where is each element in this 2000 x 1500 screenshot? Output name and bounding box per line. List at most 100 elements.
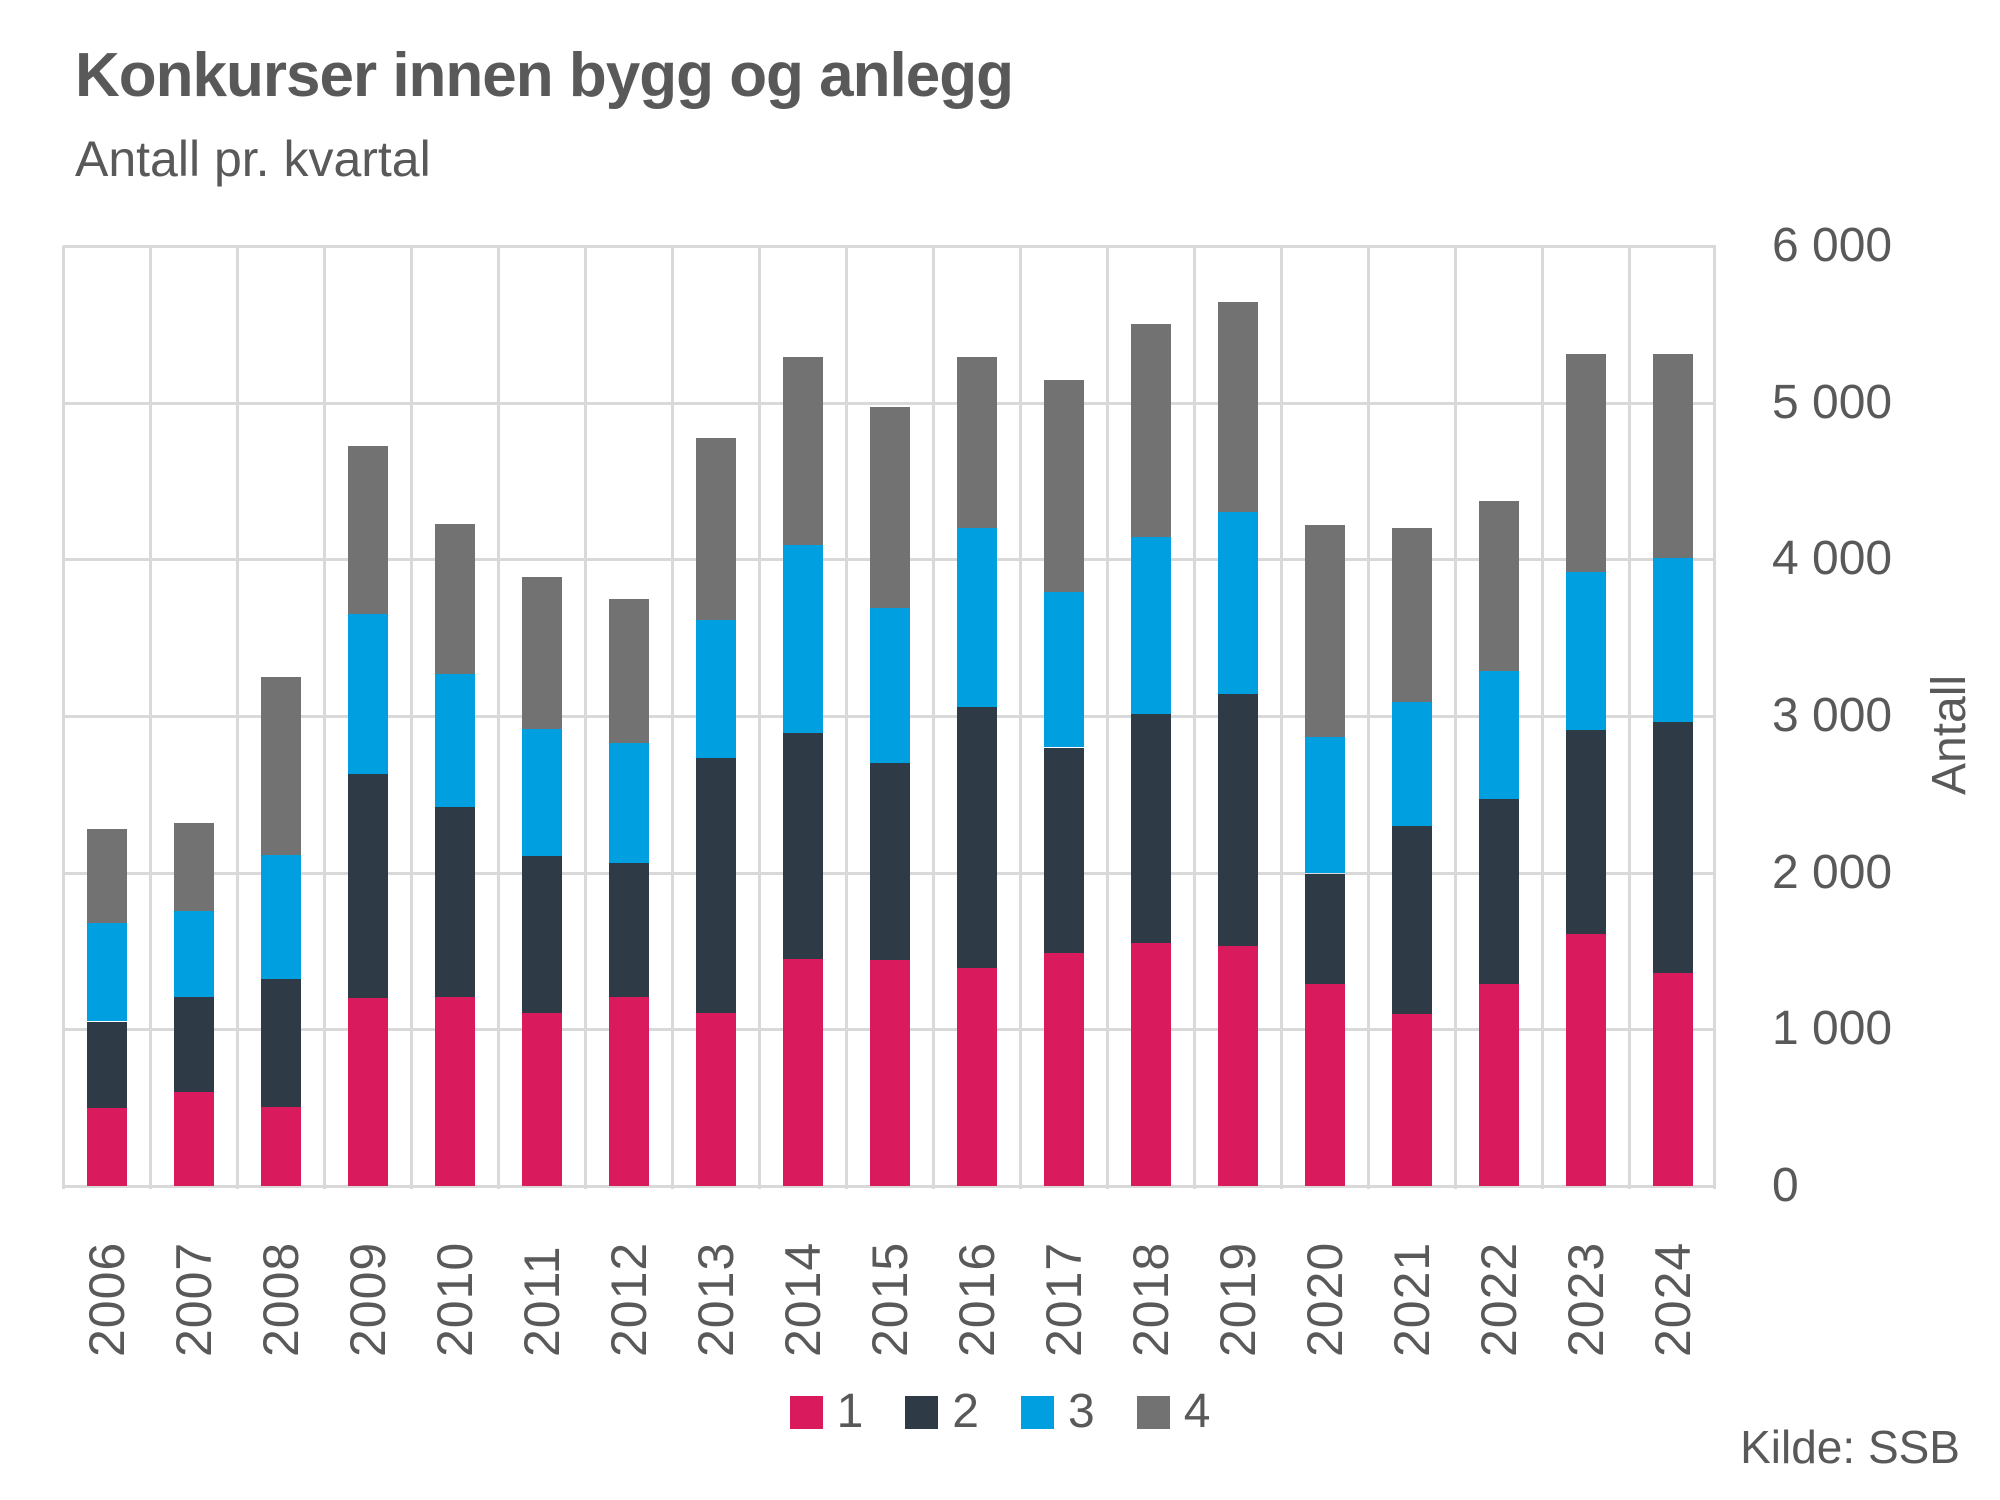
x-tick-label: 2013 bbox=[688, 1241, 744, 1357]
x-tick-label: 2017 bbox=[1036, 1241, 1092, 1357]
bar-segment-2018-q1 bbox=[1131, 943, 1171, 1186]
bar-segment-2021-q3 bbox=[1392, 702, 1432, 826]
bar-segment-2012-q3 bbox=[609, 742, 649, 863]
x-tick-label: 2019 bbox=[1210, 1241, 1266, 1357]
bar-segment-2015-q2 bbox=[870, 763, 910, 960]
bar-segment-2007-q3 bbox=[174, 911, 214, 997]
bar-segment-2023-q4 bbox=[1566, 354, 1606, 572]
x-axis-tick-labels: 2006 2007 2008 2009 2010 2011 2012 2013 2014 2015… bbox=[63, 1192, 1716, 1367]
bar-segment-2014-q4 bbox=[783, 357, 823, 545]
bar-segment-2016-q2 bbox=[957, 706, 997, 968]
y-axis-tick-labels: 6 000 5 000 4 000 3 000 2 000 1 000 0 bbox=[1772, 221, 1972, 1211]
x-tick-label: 2008 bbox=[253, 1241, 309, 1357]
x-tick-label: 2009 bbox=[340, 1241, 396, 1357]
x-tick-label: 2016 bbox=[949, 1241, 1005, 1357]
gridline-horizontal bbox=[63, 245, 1716, 248]
bar-segment-2018-q4 bbox=[1131, 324, 1171, 537]
bar-segment-2019-q4 bbox=[1218, 302, 1258, 512]
x-tick-label: 2018 bbox=[1123, 1241, 1179, 1357]
gridline-vertical bbox=[758, 246, 761, 1189]
gridline-vertical bbox=[62, 246, 65, 1189]
legend-label-2: 2 bbox=[952, 1385, 979, 1438]
bar-segment-2012-q2 bbox=[609, 863, 649, 997]
bar-segment-2007-q1 bbox=[174, 1092, 214, 1186]
bar-segment-2014-q3 bbox=[783, 545, 823, 733]
x-tick-label: 2010 bbox=[427, 1241, 483, 1357]
bar-segment-2018-q2 bbox=[1131, 714, 1171, 943]
bar-segment-2014-q2 bbox=[783, 733, 823, 959]
gridline-vertical bbox=[323, 246, 326, 1189]
bar-segment-2017-q1 bbox=[1044, 953, 1084, 1186]
bar-segment-2010-q1 bbox=[435, 997, 475, 1186]
bar-segment-2024-q2 bbox=[1653, 722, 1693, 973]
x-tick-label: 2007 bbox=[166, 1241, 222, 1357]
gridline-horizontal bbox=[63, 1185, 1716, 1188]
bar-segment-2017-q4 bbox=[1044, 380, 1084, 592]
bar-segment-2006-q3 bbox=[87, 922, 127, 1021]
legend: 1 2 3 4 bbox=[0, 1385, 2000, 1438]
bar-segment-2016-q3 bbox=[957, 528, 997, 707]
gridline-vertical bbox=[1280, 246, 1283, 1189]
bar-segment-2010-q3 bbox=[435, 674, 475, 807]
gridline-vertical bbox=[236, 246, 239, 1189]
legend-swatch-4 bbox=[1136, 1395, 1170, 1429]
gridline-vertical bbox=[845, 246, 848, 1189]
bar-segment-2009-q2 bbox=[348, 774, 388, 998]
legend-item-1: 1 bbox=[789, 1385, 864, 1438]
y-tick-label: 1 000 bbox=[1772, 1002, 1893, 1055]
x-tick-label: 2020 bbox=[1297, 1241, 1353, 1357]
legend-item-4: 4 bbox=[1136, 1388, 1210, 1436]
bar-segment-2020-q3 bbox=[1305, 737, 1345, 873]
bar-segment-2008-q3 bbox=[261, 855, 301, 979]
gridline-vertical bbox=[1367, 246, 1370, 1189]
x-tick-label: 2012 bbox=[601, 1241, 657, 1357]
bar-segment-2023-q2 bbox=[1566, 730, 1606, 934]
bar-segment-2022-q2 bbox=[1479, 799, 1519, 984]
bar-segment-2017-q3 bbox=[1044, 592, 1084, 747]
bar-segment-2011-q2 bbox=[522, 856, 562, 1013]
x-tick-label: 2015 bbox=[862, 1241, 918, 1357]
x-tick-label: 2011 bbox=[514, 1245, 570, 1357]
bar-segment-2018-q3 bbox=[1131, 537, 1171, 714]
x-tick-label: 2024 bbox=[1645, 1241, 1701, 1357]
gridline-vertical bbox=[410, 246, 413, 1189]
bar-segment-2015-q3 bbox=[870, 608, 910, 763]
bar-segment-2010-q4 bbox=[435, 524, 475, 674]
bar-segment-2017-q2 bbox=[1044, 748, 1084, 953]
x-tick-label: 2014 bbox=[775, 1241, 831, 1357]
bar-segment-2015-q4 bbox=[870, 407, 910, 608]
bar-segment-2013-q1 bbox=[696, 1013, 736, 1186]
bar-segment-2016-q1 bbox=[957, 968, 997, 1186]
gridline-vertical bbox=[1713, 246, 1716, 1189]
y-axis-title: Antall bbox=[1923, 674, 1976, 795]
legend-item-3: 3 bbox=[1021, 1388, 1095, 1436]
legend-label-1: 1 bbox=[836, 1385, 864, 1438]
gridline-vertical bbox=[149, 246, 152, 1189]
bar-segment-2011-q3 bbox=[522, 728, 562, 856]
bar-segment-2012-q4 bbox=[609, 599, 649, 743]
gridline-vertical bbox=[497, 246, 500, 1189]
y-tick-label: 3 000 bbox=[1772, 689, 1893, 742]
bar-segment-2008-q2 bbox=[261, 979, 301, 1107]
gridline-vertical bbox=[932, 246, 935, 1189]
chart-title: Konkurser innen bygg og anlegg bbox=[75, 41, 1014, 110]
y-tick-label: 2 000 bbox=[1772, 846, 1893, 899]
gridline-horizontal bbox=[63, 402, 1716, 405]
bar-segment-2006-q4 bbox=[87, 829, 127, 923]
bar-segment-2013-q4 bbox=[696, 438, 736, 620]
legend-swatch-2 bbox=[905, 1395, 939, 1429]
bar-segment-2019-q2 bbox=[1218, 694, 1258, 946]
x-tick-label: 2022 bbox=[1471, 1241, 1527, 1357]
gridline-vertical bbox=[584, 246, 587, 1189]
gridline-vertical bbox=[1454, 246, 1457, 1189]
bar-segment-2009-q3 bbox=[348, 614, 388, 774]
bar-segment-2023-q1 bbox=[1566, 934, 1606, 1186]
gridline-vertical bbox=[1541, 246, 1544, 1189]
bar-segment-2007-q2 bbox=[174, 997, 214, 1092]
bar-segment-2020-q2 bbox=[1305, 874, 1345, 984]
x-tick-label: 2021 bbox=[1384, 1241, 1440, 1357]
bar-segment-2006-q1 bbox=[87, 1108, 127, 1186]
bar-segment-2024-q1 bbox=[1653, 973, 1693, 1186]
source-note: Kilde: SSB bbox=[1740, 1421, 1960, 1473]
